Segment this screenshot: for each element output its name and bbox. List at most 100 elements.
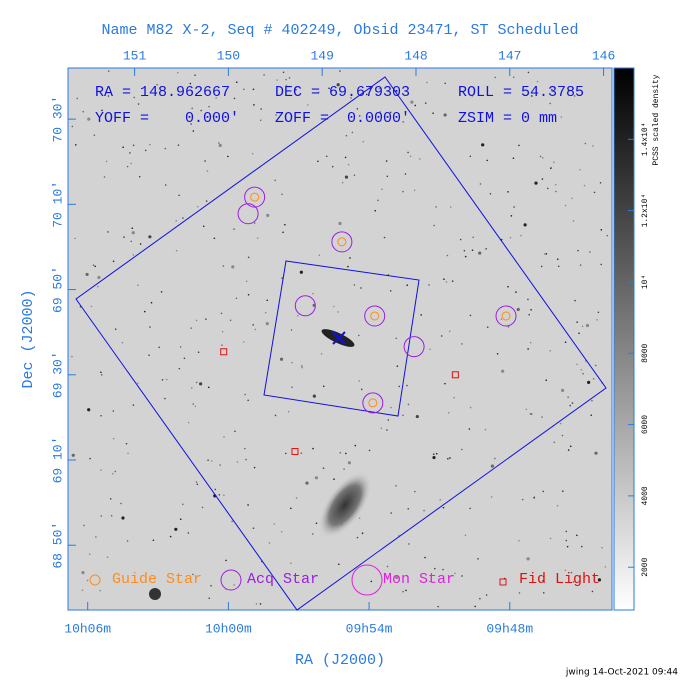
- field-star: [571, 402, 574, 404]
- star-marker: [495, 305, 517, 327]
- field-star: [221, 344, 223, 346]
- colorbar-tick-label: 2000: [641, 557, 650, 576]
- field-star: [187, 421, 190, 424]
- field-star: [442, 568, 444, 571]
- field-star: [235, 297, 238, 300]
- field-star: [485, 248, 487, 250]
- field-star: [472, 236, 474, 239]
- colorbar-tick-label: 6000: [641, 415, 650, 434]
- field-star: [362, 140, 365, 143]
- field-star: [315, 522, 318, 525]
- field-star: [486, 159, 489, 162]
- field-star: [404, 173, 407, 175]
- x-tick-label: 09h54m: [346, 621, 393, 636]
- field-star: [433, 224, 435, 227]
- field-star: [312, 292, 314, 295]
- field-star: [573, 95, 576, 97]
- field-star: [471, 95, 474, 97]
- field-star: [212, 115, 215, 117]
- field-star: [580, 545, 583, 548]
- field-star: [105, 160, 108, 163]
- field-star: [447, 457, 449, 460]
- field-star: [567, 449, 570, 451]
- field-star: [565, 539, 568, 542]
- field-star: [453, 396, 455, 399]
- field-star: [95, 536, 97, 538]
- field-star: [337, 563, 340, 566]
- field-star: [490, 496, 493, 498]
- field-star: [233, 584, 236, 586]
- field-star: [227, 155, 229, 158]
- field-star: [545, 379, 548, 381]
- x-top-tick-label: 149: [310, 48, 333, 63]
- field-star: [485, 594, 488, 596]
- field-star: [148, 354, 150, 356]
- field-star: [381, 188, 383, 191]
- field-star: [71, 355, 73, 358]
- field-star: [231, 265, 235, 269]
- field-star: [553, 161, 555, 164]
- field-star: [253, 466, 256, 469]
- field-star: [349, 257, 351, 259]
- field-star: [413, 189, 416, 192]
- field-star: [218, 142, 220, 144]
- field-star: [512, 157, 515, 159]
- field-star: [243, 88, 245, 91]
- field-star: [219, 464, 221, 466]
- field-star: [424, 556, 426, 559]
- field-star: [494, 76, 497, 79]
- field-star: [130, 162, 132, 165]
- field-star: [252, 324, 254, 326]
- field-star: [268, 542, 271, 544]
- field-star: [507, 191, 509, 193]
- field-star: [591, 399, 593, 402]
- field-star: [190, 327, 193, 329]
- field-star: [191, 107, 193, 110]
- field-star: [402, 414, 404, 417]
- field-star: [206, 170, 209, 172]
- field-star: [87, 117, 91, 121]
- field-star: [437, 605, 439, 608]
- field-star: [233, 228, 235, 230]
- field-star: [518, 592, 521, 594]
- star-marker: [368, 398, 378, 408]
- field-star: [447, 411, 450, 414]
- field-star: [442, 506, 445, 509]
- field-star: [182, 503, 184, 506]
- field-star: [233, 97, 236, 100]
- footer: jwing 14-Oct-2021 09:44: [565, 668, 678, 678]
- field-star: [564, 204, 567, 207]
- field-star: [114, 328, 117, 331]
- field-star: [578, 332, 580, 335]
- field-star: [521, 498, 524, 501]
- field-star: [195, 319, 198, 322]
- field-star: [414, 490, 416, 493]
- field-star: [461, 343, 463, 345]
- field-star: [254, 328, 257, 331]
- field-star: [443, 278, 445, 281]
- star-marker: [362, 392, 384, 414]
- field-star: [408, 543, 410, 545]
- fid-light: [291, 447, 299, 455]
- star-marker: [331, 231, 353, 253]
- field-star: [566, 545, 569, 548]
- field-star: [536, 80, 539, 83]
- field-star: [137, 382, 139, 384]
- field-star: [370, 580, 373, 583]
- field-star: [199, 382, 203, 386]
- field-star: [550, 166, 552, 169]
- field-star: [383, 236, 386, 239]
- field-star: [469, 406, 472, 409]
- field-star: [570, 571, 573, 574]
- field-star: [301, 366, 303, 369]
- field-star: [251, 152, 254, 155]
- field-star: [347, 163, 350, 166]
- field-star: [449, 206, 452, 208]
- field-star: [385, 160, 388, 162]
- field-star: [205, 318, 207, 320]
- field-star: [479, 597, 481, 600]
- field-star: [215, 97, 217, 99]
- field-star: [486, 326, 489, 328]
- field-star: [161, 379, 164, 381]
- field-star: [395, 575, 399, 580]
